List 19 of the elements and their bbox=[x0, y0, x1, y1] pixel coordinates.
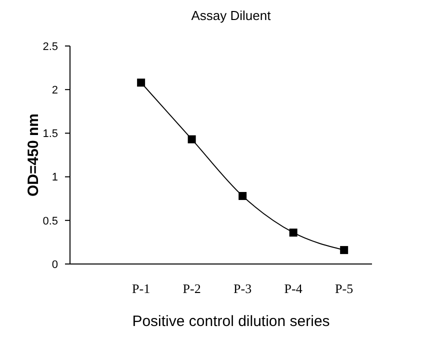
x-tick-label: P-5 bbox=[335, 281, 354, 296]
y-tick-label: 1.5 bbox=[42, 128, 58, 140]
y-tick-label: 0 bbox=[52, 258, 58, 271]
point bbox=[238, 192, 247, 200]
y-tick-label: 0.5 bbox=[42, 215, 58, 228]
y-tick-label: 1 bbox=[52, 172, 58, 184]
y-tick-label: 2 bbox=[52, 84, 58, 96]
x-tick-label: P-2 bbox=[182, 281, 201, 296]
y-tick-label: 2.5 bbox=[42, 40, 58, 53]
x-axis-title: Positive control dilution series bbox=[132, 313, 330, 330]
y-axis-title: OD=450 nm bbox=[25, 114, 42, 196]
chart-title: Assay Diluent bbox=[191, 8, 272, 23]
point bbox=[289, 228, 298, 237]
point bbox=[340, 246, 348, 254]
x-tick-label: P-1 bbox=[132, 281, 150, 296]
x-tick-label: P-3 bbox=[234, 281, 252, 296]
x-tick-label: P-4 bbox=[284, 281, 303, 296]
point bbox=[137, 78, 146, 87]
point bbox=[188, 135, 196, 144]
